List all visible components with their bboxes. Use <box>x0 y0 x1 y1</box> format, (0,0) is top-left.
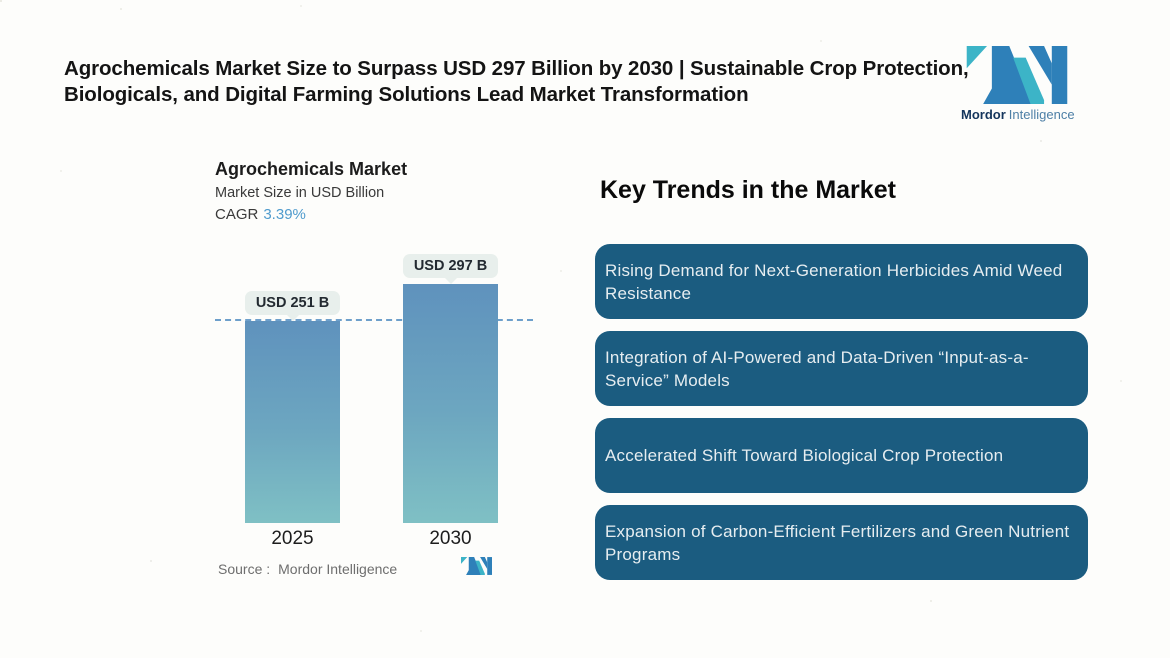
bar-value-pill: USD 251 B <box>245 291 340 315</box>
bar-value-label: USD 297 B <box>413 258 488 274</box>
source-attribution: Source : Mordor Intelligence <box>218 561 397 577</box>
chart-subtitle: Market Size in USD Billion <box>215 185 385 201</box>
pill-pointer-icon <box>286 315 299 321</box>
trend-list: Rising Demand for Next-Generation Herbic… <box>595 244 1088 580</box>
trend-card: Expansion of Carbon-Efficient Fertilizer… <box>595 505 1088 580</box>
page-title: Agrochemicals Market Size to Surpass USD… <box>64 57 969 106</box>
trend-card-text: Accelerated Shift Toward Biological Crop… <box>605 446 1004 465</box>
reference-line <box>215 319 533 321</box>
trend-card-text: Expansion of Carbon-Efficient Fertilizer… <box>605 521 1070 564</box>
brand-name-light: Intelligence <box>1008 107 1075 122</box>
bar-column-2025: USD 251 B 2025 <box>245 240 340 549</box>
trend-card-text: Integration of AI-Powered and Data-Drive… <box>605 347 1029 390</box>
axis-label-2025: 2025 <box>271 528 314 549</box>
mordor-intelligence-logo-icon <box>965 46 1069 104</box>
axis-label-2030: 2030 <box>429 528 472 549</box>
cagr-label: CAGR <box>215 206 259 223</box>
cagr-value: 3.39% <box>263 206 306 223</box>
chart-title: Agrochemicals Market <box>215 159 408 179</box>
trend-card-text: Rising Demand for Next-Generation Herbic… <box>605 260 1063 303</box>
bar-2025 <box>245 321 340 523</box>
trends-heading: Key Trends in the Market <box>600 176 896 204</box>
bar-value-label: USD 251 B <box>255 295 330 311</box>
trend-card: Rising Demand for Next-Generation Herbic… <box>595 244 1088 319</box>
mordor-mini-logo-icon <box>461 557 492 575</box>
trend-card: Accelerated Shift Toward Biological Crop… <box>595 418 1088 493</box>
chart-cagr: CAGR 3.39% <box>215 206 306 223</box>
bar-value-pill: USD 297 B <box>403 254 498 278</box>
bar-2030 <box>403 284 498 523</box>
bar-column-2030: USD 297 B 2030 <box>403 240 498 549</box>
brand-name: Mordor Intelligence <box>961 107 1075 122</box>
source-value: Mordor Intelligence <box>278 561 398 577</box>
source-label: Source : <box>218 561 271 577</box>
brand-name-bold: Mordor <box>961 107 1006 122</box>
brand-logo: Mordor Intelligence <box>961 46 1075 122</box>
pill-pointer-icon <box>444 278 457 284</box>
trend-card: Integration of AI-Powered and Data-Drive… <box>595 331 1088 406</box>
paper-specks <box>0 0 2 2</box>
